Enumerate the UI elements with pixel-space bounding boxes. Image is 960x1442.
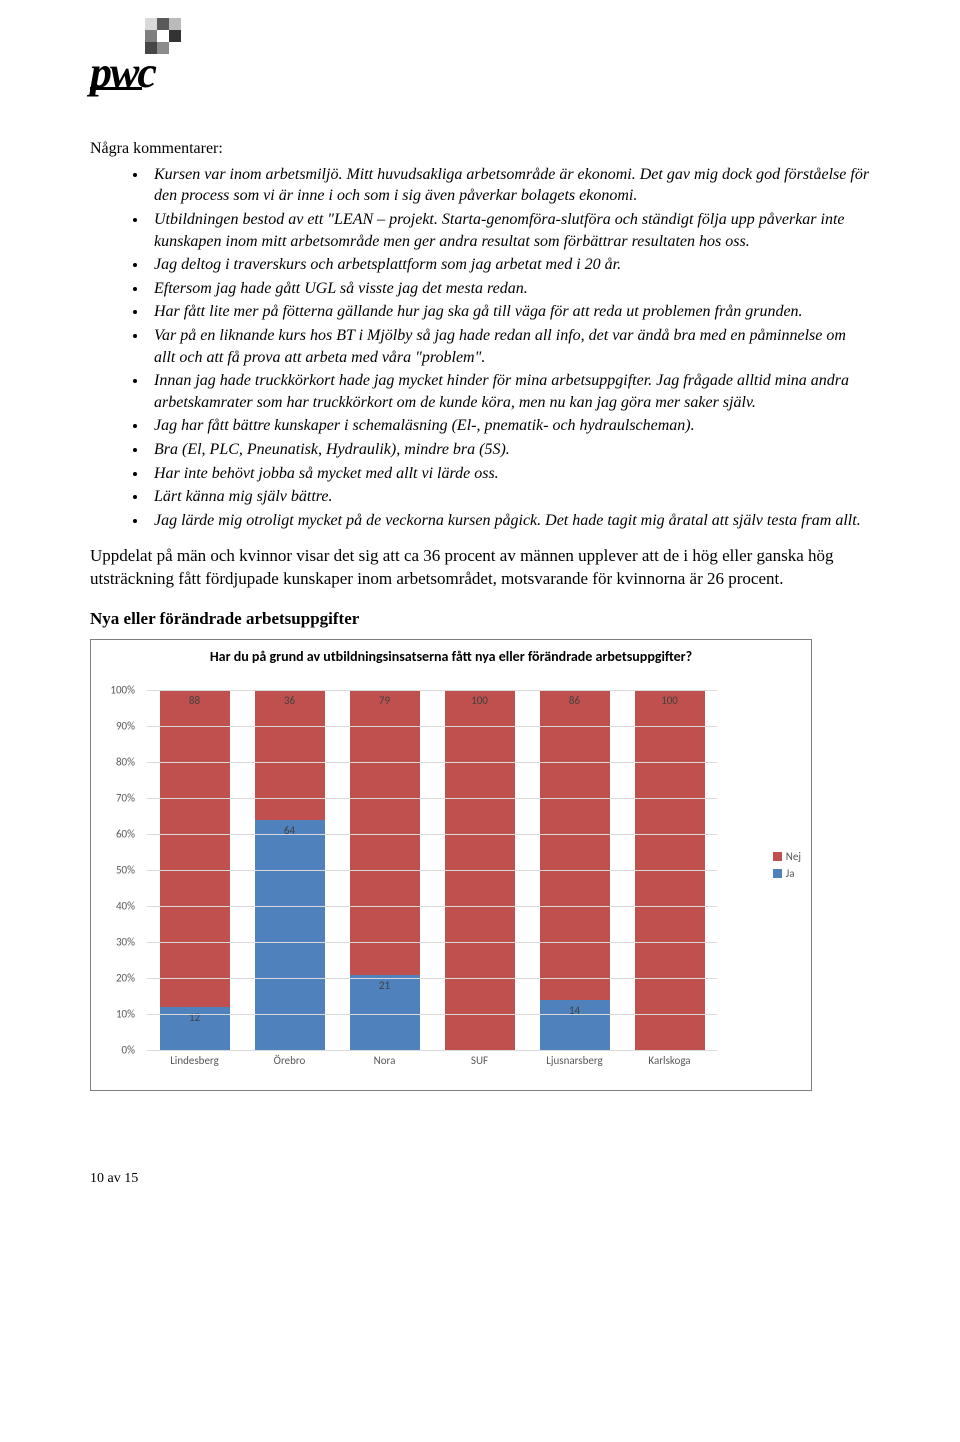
gridline bbox=[147, 1050, 717, 1051]
gridline bbox=[147, 906, 717, 907]
gridline bbox=[147, 978, 717, 979]
bar-value-label: 12 bbox=[160, 1011, 230, 1024]
y-tick-label: 30% bbox=[116, 936, 135, 949]
logo-text: pwc bbox=[90, 58, 870, 89]
page: pwc Några kommentarer: Kursen var inom a… bbox=[0, 0, 960, 1227]
y-tick-label: 50% bbox=[116, 864, 135, 877]
bar-value-label: 86 bbox=[540, 694, 610, 707]
list-item: Innan jag hade truckkörkort hade jag myc… bbox=[148, 370, 870, 413]
bar-value-label: 88 bbox=[160, 694, 230, 707]
legend: Nej Ja bbox=[773, 850, 801, 884]
legend-swatch bbox=[773, 852, 782, 861]
x-tick-label: SUF bbox=[445, 1054, 515, 1067]
list-item: Var på en liknande kurs hos BT i Mjölby … bbox=[148, 325, 870, 368]
list-item: Bra (El, PLC, Pneunatisk, Hydraulik), mi… bbox=[148, 439, 870, 461]
plot-area: 12 88 64 36 21 79 100 14 86 100 bbox=[147, 690, 717, 1050]
gridline bbox=[147, 726, 717, 727]
list-item: Lärt känna mig själv bättre. bbox=[148, 486, 870, 508]
list-item: Jag deltog i traverskurs och arbetsplatt… bbox=[148, 254, 870, 276]
bar-segment: 88 bbox=[160, 690, 230, 1007]
legend-item: Ja bbox=[773, 867, 801, 880]
logo-pixel bbox=[169, 18, 181, 30]
y-tick-label: 20% bbox=[116, 972, 135, 985]
y-tick-label: 40% bbox=[116, 900, 135, 913]
gridline bbox=[147, 834, 717, 835]
y-tick-label: 80% bbox=[116, 756, 135, 769]
stacked-bar-chart: Har du på grund av utbildningsinsatserna… bbox=[90, 639, 812, 1091]
list-item: Utbildningen bestod av ett "LEAN – proje… bbox=[148, 209, 870, 252]
logo-pixel-art bbox=[145, 18, 870, 54]
y-tick-label: 10% bbox=[116, 1008, 135, 1021]
logo-pixel bbox=[157, 42, 169, 54]
comments-list: Kursen var inom arbetsmiljö. Mitt huvuds… bbox=[90, 164, 870, 532]
x-tick-label: Lindesberg bbox=[160, 1054, 230, 1067]
gender-breakdown-paragraph: Uppdelat på män och kvinnor visar det si… bbox=[90, 545, 870, 591]
bar-segment: 21 bbox=[350, 975, 420, 1051]
bar-segment: 79 bbox=[350, 690, 420, 974]
bar-segment: 86 bbox=[540, 690, 610, 1000]
logo-pixel bbox=[169, 42, 181, 54]
list-item: Har fått lite mer på fötterna gällande h… bbox=[148, 301, 870, 323]
x-tick-label: Nora bbox=[350, 1054, 420, 1067]
bar-value-label: 36 bbox=[255, 694, 325, 707]
legend-label: Nej bbox=[786, 850, 801, 863]
gridline bbox=[147, 1014, 717, 1015]
list-item: Eftersom jag hade gått UGL så visste jag… bbox=[148, 278, 870, 300]
legend-item: Nej bbox=[773, 850, 801, 863]
logo: pwc bbox=[90, 18, 870, 90]
gridline bbox=[147, 798, 717, 799]
x-tick-label: Ljusnarsberg bbox=[540, 1054, 610, 1067]
x-axis-labels: Lindesberg Örebro Nora SUF Ljusnarsberg Karls… bbox=[147, 1054, 717, 1067]
logo-pixel bbox=[157, 30, 169, 42]
bar-value-label: 21 bbox=[350, 979, 420, 992]
y-tick-label: 90% bbox=[116, 720, 135, 733]
y-tick-label: 60% bbox=[116, 828, 135, 841]
gridline bbox=[147, 870, 717, 871]
logo-pixel bbox=[145, 18, 157, 30]
logo-pixel bbox=[145, 30, 157, 42]
list-item: Kursen var inom arbetsmiljö. Mitt huvuds… bbox=[148, 164, 870, 207]
list-item: Jag lärde mig otroligt mycket på de veck… bbox=[148, 510, 870, 532]
gridline bbox=[147, 762, 717, 763]
bar-segment: 64 bbox=[255, 820, 325, 1050]
legend-label: Ja bbox=[786, 867, 795, 880]
comments-heading: Några kommentarer: bbox=[90, 140, 870, 158]
x-tick-label: Karlskoga bbox=[635, 1054, 705, 1067]
y-tick-label: 100% bbox=[110, 684, 135, 697]
bar-segment: 36 bbox=[255, 690, 325, 820]
gridline bbox=[147, 690, 717, 691]
page-footer: 10 av 15 bbox=[90, 1171, 870, 1187]
y-tick-label: 70% bbox=[116, 792, 135, 805]
y-tick-label: 0% bbox=[122, 1044, 135, 1057]
bar-value-label: 100 bbox=[445, 694, 515, 707]
logo-pixel bbox=[157, 18, 169, 30]
bar-value-label: 79 bbox=[350, 694, 420, 707]
bar-segment: 14 bbox=[540, 1000, 610, 1050]
y-axis: 0%10%20%30%40%50%60%70%80%90%100% bbox=[91, 690, 141, 1050]
chart-title: Har du på grund av utbildningsinsatserna… bbox=[91, 640, 811, 669]
legend-swatch bbox=[773, 869, 782, 878]
bar-value-label: 100 bbox=[635, 694, 705, 707]
logo-pixel bbox=[169, 30, 181, 42]
list-item: Jag har fått bättre kunskaper i schemalä… bbox=[148, 415, 870, 437]
x-tick-label: Örebro bbox=[255, 1054, 325, 1067]
list-item: Har inte behövt jobba så mycket med allt… bbox=[148, 463, 870, 485]
gridline bbox=[147, 942, 717, 943]
chart-section-heading: Nya eller förändrade arbetsuppgifter bbox=[90, 609, 870, 629]
